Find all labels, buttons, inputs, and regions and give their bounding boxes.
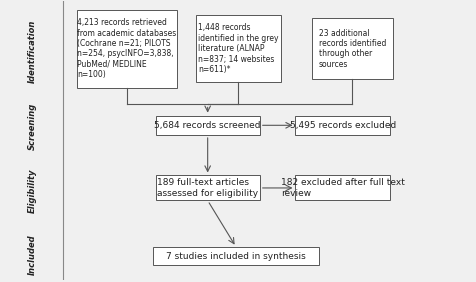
FancyBboxPatch shape [153, 247, 318, 265]
Text: 1,448 records
identified in the grey
literature (ALNAP
n=837; 14 websites
n=611): 1,448 records identified in the grey lit… [198, 23, 278, 74]
FancyBboxPatch shape [77, 10, 177, 88]
FancyBboxPatch shape [155, 175, 259, 201]
FancyBboxPatch shape [196, 15, 280, 82]
Text: Screening: Screening [28, 103, 37, 150]
FancyBboxPatch shape [295, 175, 389, 201]
Text: 182 excluded after full text
review: 182 excluded after full text review [280, 178, 404, 198]
Text: 5,495 records excluded: 5,495 records excluded [289, 121, 395, 130]
Text: 4,213 records retrieved
from academic databases
(Cochrane n=21; PILOTS
n=254, ps: 4,213 records retrieved from academic da… [77, 18, 176, 79]
Text: 23 additional
records identified
through other
sources: 23 additional records identified through… [318, 29, 385, 69]
FancyBboxPatch shape [295, 116, 389, 135]
FancyBboxPatch shape [311, 18, 392, 79]
Text: 5,684 records screened: 5,684 records screened [154, 121, 260, 130]
FancyBboxPatch shape [155, 116, 259, 135]
Text: Identification: Identification [28, 20, 37, 83]
Text: Eligibility: Eligibility [28, 168, 37, 213]
Text: 189 full-text articles
assessed for eligibility: 189 full-text articles assessed for elig… [157, 178, 258, 198]
Text: 7 studies included in synthesis: 7 studies included in synthesis [166, 252, 306, 261]
Text: Included: Included [28, 234, 37, 275]
